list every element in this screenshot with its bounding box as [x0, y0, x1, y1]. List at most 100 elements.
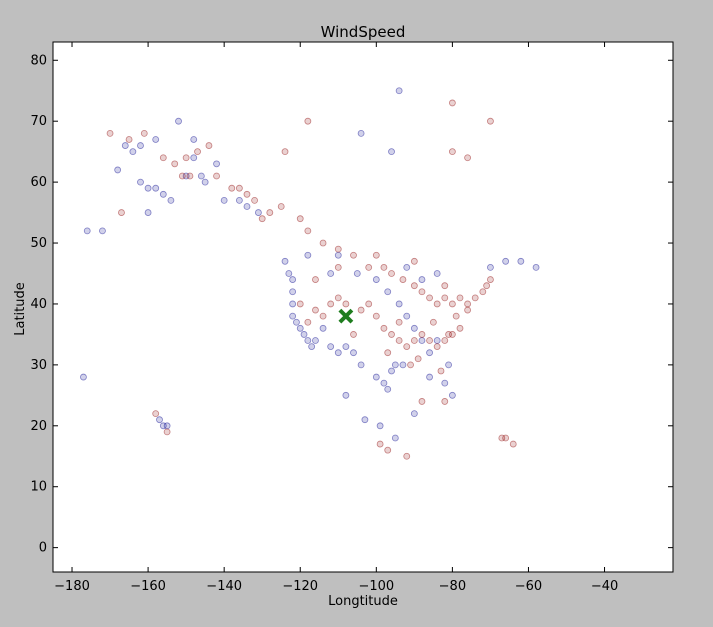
x-tick-label: −60 [515, 579, 542, 594]
data-point [487, 117, 494, 125]
plot-area [53, 42, 673, 572]
data-point [441, 379, 449, 387]
data-point [441, 282, 449, 290]
data-point [342, 300, 350, 308]
data-point [357, 306, 365, 314]
data-point [426, 294, 433, 302]
data-point [380, 264, 388, 271]
data-point [426, 349, 433, 357]
data-point [80, 373, 87, 381]
data-point [121, 142, 129, 149]
data-point [448, 391, 456, 399]
data-point [186, 172, 194, 180]
data-point [433, 270, 441, 277]
data-point [391, 434, 399, 442]
data-point [509, 440, 517, 448]
data-point [304, 251, 312, 259]
data-point [312, 306, 319, 314]
data-point [319, 239, 327, 247]
y-tick-label: 60 [30, 175, 47, 190]
data-point [487, 264, 494, 271]
data-point [361, 416, 369, 424]
data-point [418, 331, 426, 338]
y-tick-label: 30 [30, 358, 47, 373]
data-points [80, 87, 540, 460]
data-point [137, 178, 144, 186]
x-tick-label: −180 [54, 579, 90, 594]
data-point [502, 257, 510, 265]
data-point [205, 142, 213, 149]
y-tick-label: 40 [30, 297, 47, 312]
chart-title: WindSpeed [321, 23, 406, 41]
data-point [388, 331, 395, 338]
x-axis-label: Longtitude [328, 594, 398, 609]
data-point [452, 312, 460, 320]
data-point [296, 215, 304, 223]
data-point [448, 148, 456, 156]
data-point [182, 172, 190, 180]
data-point [410, 282, 418, 290]
data-point [479, 288, 487, 296]
data-point [410, 257, 418, 265]
data-point [99, 227, 106, 235]
data-point [433, 337, 441, 344]
data-point [327, 343, 335, 350]
data-point [114, 166, 122, 174]
data-point [83, 227, 91, 235]
data-point [159, 190, 167, 198]
data-point [140, 129, 148, 137]
data-point [243, 203, 251, 210]
data-point [372, 276, 380, 283]
data-point [159, 154, 167, 162]
data-point [445, 331, 452, 338]
data-point [384, 446, 392, 454]
data-point [448, 99, 456, 107]
data-point [171, 160, 179, 168]
data-point [350, 331, 357, 338]
data-point [327, 300, 335, 308]
y-axis-label: Latitude [13, 282, 28, 336]
data-point [483, 282, 491, 290]
data-point [129, 148, 137, 156]
data-point [384, 288, 392, 296]
data-point [384, 349, 392, 357]
data-point [395, 337, 403, 344]
data-point [502, 434, 510, 442]
data-point [464, 300, 472, 308]
data-point [152, 184, 160, 192]
data-point [304, 227, 312, 235]
data-point [403, 264, 411, 271]
data-point [429, 318, 437, 326]
data-point [441, 337, 449, 344]
data-point [437, 367, 445, 375]
data-point [106, 129, 114, 137]
data-point [380, 379, 388, 387]
data-point [258, 215, 266, 223]
data-point [308, 343, 316, 350]
data-point [266, 209, 274, 216]
y-tick-label: 50 [30, 236, 47, 251]
data-point [487, 276, 494, 283]
data-point [456, 294, 464, 302]
marker-stroke [338, 308, 354, 324]
data-point [403, 452, 411, 460]
data-point [399, 361, 407, 369]
data-point [167, 196, 175, 204]
data-point [426, 373, 433, 381]
data-point [350, 251, 357, 259]
data-point [285, 270, 293, 277]
data-point [163, 422, 171, 430]
data-point [365, 264, 373, 271]
data-point [410, 324, 418, 332]
data-point [289, 300, 297, 308]
data-point [197, 172, 205, 180]
data-point [194, 148, 201, 156]
data-point [163, 428, 171, 436]
x-tick-label: −100 [358, 579, 394, 594]
data-point [319, 324, 327, 332]
data-point [433, 300, 441, 308]
data-point [448, 300, 456, 308]
data-point [213, 160, 220, 168]
x-tick-label: −120 [282, 579, 318, 594]
